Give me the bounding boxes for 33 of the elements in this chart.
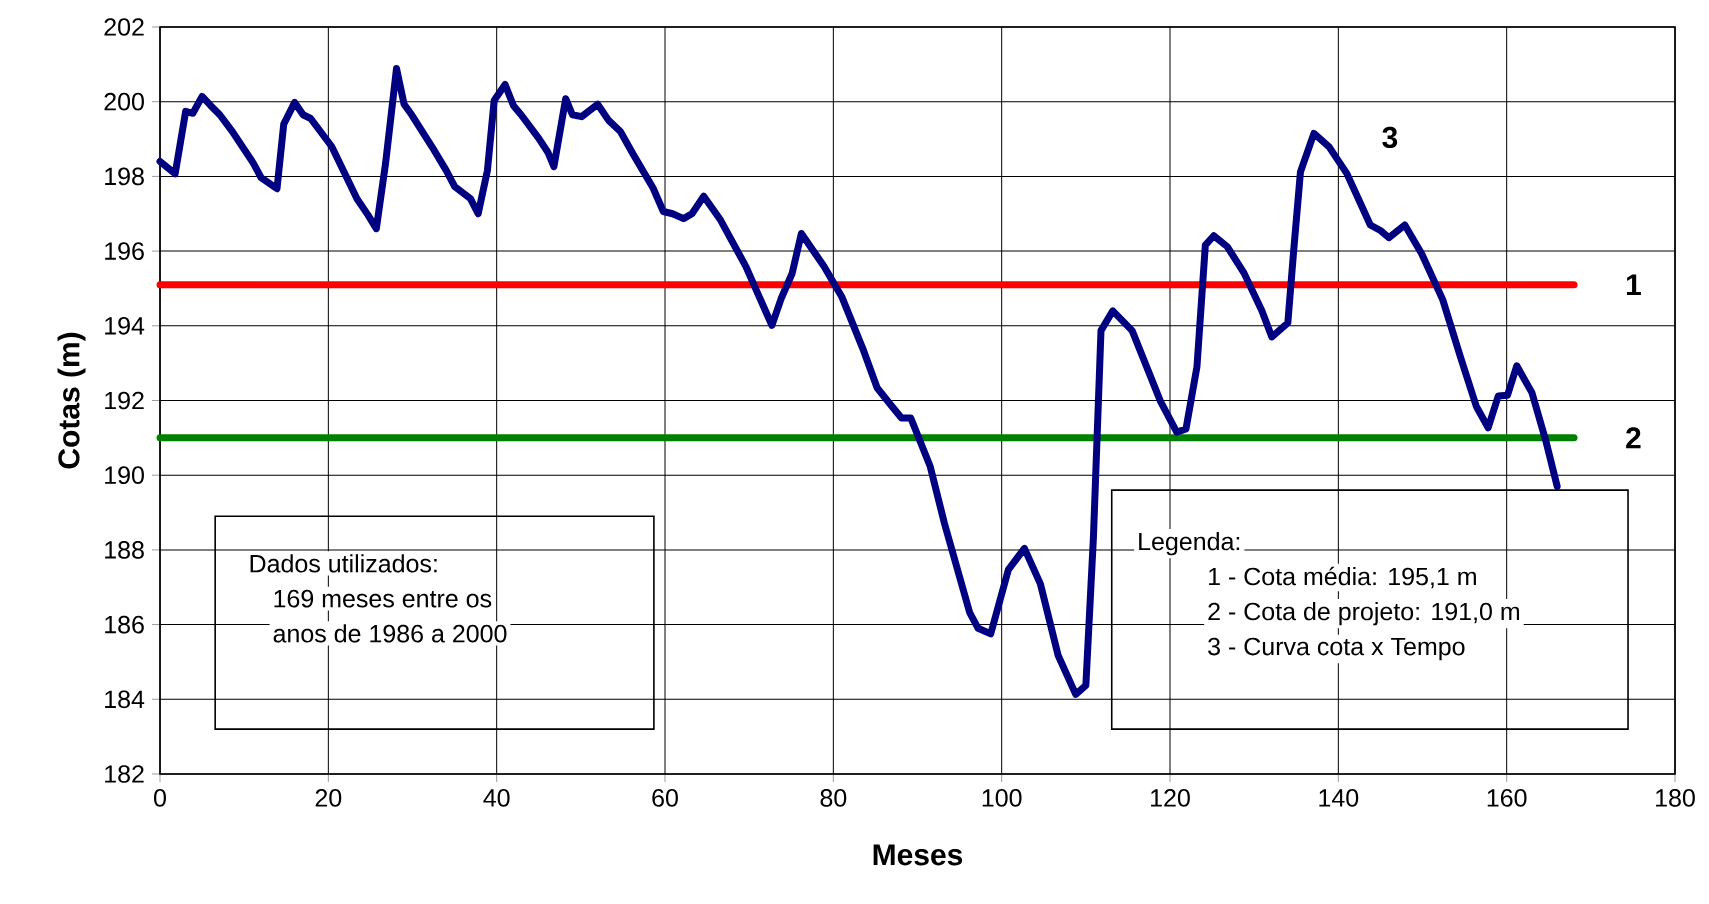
annotation: anos de 1986 a 2000 (273, 624, 507, 643)
annotation: 2 - Cota de projeto: 191,0 m (1208, 601, 1520, 626)
x-tick-label: 140 (1319, 789, 1359, 807)
y-tick-label: 184 (105, 690, 145, 709)
x-tick-label: 160 (1487, 789, 1527, 807)
x-tick-label: 60 (652, 789, 678, 807)
x-tick-label: 120 (1151, 789, 1190, 807)
y-axis-title: Cotas (m) (57, 332, 86, 469)
series-label: 2 (1626, 427, 1641, 449)
y-tick-label: 200 (104, 92, 144, 111)
y-tick-label: 198 (105, 167, 144, 186)
y-tick-label: 188 (105, 541, 144, 559)
x-tick-label: 100 (982, 789, 1022, 807)
x-tick-label: 0 (154, 789, 166, 807)
y-tick-label: 192 (105, 391, 144, 410)
series-label: 1 (1626, 274, 1641, 296)
x-axis-title: Meses (873, 844, 963, 866)
x-tick-label: 20 (315, 789, 342, 807)
annotation: Dados utilizados: (250, 554, 437, 573)
annotation: 1 - Cota média: 195,1 m (1209, 566, 1476, 589)
x-tick-label: 180 (1656, 789, 1695, 807)
y-tick-label: 186 (105, 615, 144, 634)
y-tick-label: 202 (104, 18, 144, 36)
series-label: 3 (1382, 126, 1398, 149)
x-tick-label: 80 (820, 789, 847, 807)
annotation: 3 - Curva cota x Tempo (1208, 637, 1465, 661)
x-tick-label: 40 (483, 789, 510, 807)
y-tick-label: 194 (105, 316, 145, 335)
y-tick-label: 196 (105, 242, 144, 260)
annotation: 169 meses entre os (274, 589, 492, 608)
y-tick-label: 182 (105, 765, 144, 783)
annotation: Legenda: (1139, 531, 1240, 556)
y-tick-label: 190 (105, 466, 144, 485)
